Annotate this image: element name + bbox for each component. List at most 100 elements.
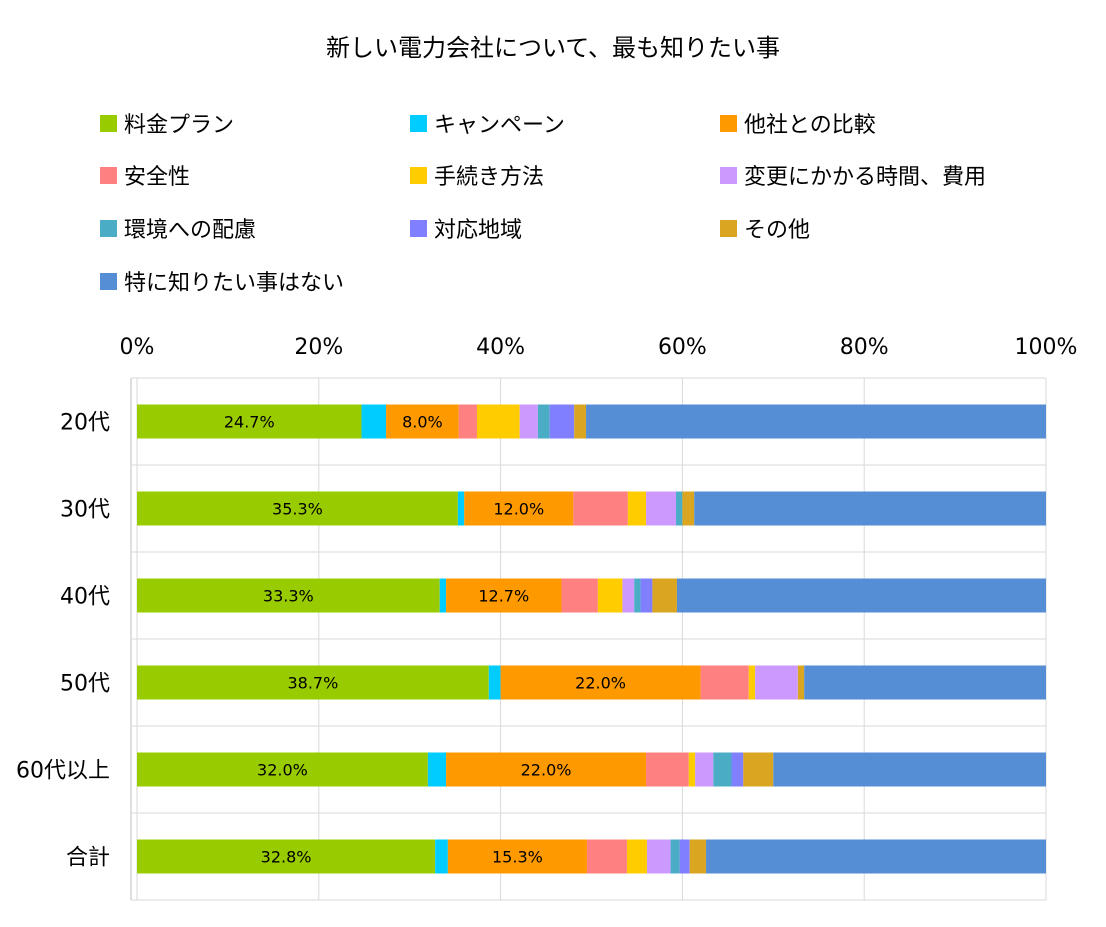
legend-swatch bbox=[100, 114, 117, 132]
bar-segment bbox=[688, 752, 696, 787]
legend-item: 手続き方法 bbox=[410, 160, 544, 190]
bar-segment bbox=[597, 578, 623, 613]
bar-segment bbox=[682, 491, 695, 526]
bar-segment bbox=[646, 752, 689, 787]
legend-item: その他 bbox=[720, 213, 810, 243]
bar-segment bbox=[646, 491, 677, 526]
bar-segment bbox=[804, 665, 1046, 700]
legend-label: その他 bbox=[744, 218, 811, 243]
legend-item: 対応地域 bbox=[410, 213, 522, 243]
bar-segment bbox=[457, 491, 465, 526]
bar-segment bbox=[137, 665, 489, 700]
bar-segment bbox=[561, 578, 598, 613]
legend-item: 安全性 bbox=[100, 160, 190, 190]
y-tick-label: 合計 bbox=[66, 846, 110, 871]
legend-swatch bbox=[410, 114, 427, 132]
bar-segment bbox=[137, 752, 428, 787]
y-tick-label: 50代 bbox=[60, 672, 110, 697]
x-tick-label: 100% bbox=[1015, 335, 1078, 360]
bar-segment bbox=[679, 839, 690, 874]
bar-segment bbox=[652, 578, 677, 613]
legend-label: 環境への配慮 bbox=[124, 218, 257, 243]
data-label: 32.0% bbox=[257, 761, 308, 780]
bar-segment bbox=[689, 839, 707, 874]
y-tick-label: 20代 bbox=[60, 411, 110, 436]
bar-segment bbox=[439, 578, 447, 613]
data-label: 22.0% bbox=[575, 674, 626, 693]
bar-segment bbox=[361, 404, 387, 439]
bar-segment bbox=[446, 578, 562, 613]
legend-swatch bbox=[100, 219, 117, 237]
bar-segment bbox=[137, 578, 440, 613]
bar-segment bbox=[137, 404, 362, 439]
bar-segment bbox=[447, 839, 587, 874]
bar-segment bbox=[574, 404, 587, 439]
legend-swatch bbox=[720, 166, 737, 184]
legend-swatch bbox=[410, 166, 427, 184]
bar-segment bbox=[476, 404, 520, 439]
legend-swatch bbox=[100, 272, 117, 290]
legend-item: 特に知りたい事はない bbox=[100, 266, 344, 296]
data-label: 35.3% bbox=[272, 500, 323, 519]
data-label: 15.3% bbox=[492, 848, 543, 867]
legend-item: 環境への配慮 bbox=[100, 213, 256, 243]
legend-swatch bbox=[720, 219, 737, 237]
legend-swatch bbox=[410, 219, 427, 237]
legend-label: 料金プラン bbox=[124, 113, 235, 138]
bar-segment bbox=[676, 578, 1046, 613]
x-tick-label: 0% bbox=[120, 335, 155, 360]
bar-segment bbox=[464, 491, 574, 526]
bar-segment bbox=[500, 665, 701, 700]
bar-segment bbox=[435, 839, 448, 874]
bar-segment bbox=[137, 839, 436, 874]
legend-swatch bbox=[100, 166, 117, 184]
bar-segment bbox=[694, 491, 1046, 526]
bar-segment bbox=[626, 839, 647, 874]
legend-label: 変更にかかる時間、費用 bbox=[744, 165, 987, 190]
bar-segment bbox=[676, 491, 683, 526]
legend-label: キャンペーン bbox=[434, 113, 565, 138]
data-label: 24.7% bbox=[224, 413, 275, 432]
bar-segment bbox=[670, 839, 680, 874]
bar-segment bbox=[137, 491, 458, 526]
legend-item: 料金プラン bbox=[100, 108, 234, 138]
y-tick-label: 30代 bbox=[60, 498, 110, 523]
legend-item: キャンペーン bbox=[410, 108, 565, 138]
bar-segment bbox=[797, 665, 805, 700]
bar-segment bbox=[573, 491, 628, 526]
data-label: 12.0% bbox=[493, 500, 544, 519]
bar-segment bbox=[549, 404, 575, 439]
bar-segment bbox=[386, 404, 459, 439]
bar-segment bbox=[446, 752, 647, 787]
bar-segment bbox=[646, 839, 671, 874]
y-tick-label: 60代以上 bbox=[16, 759, 110, 784]
bar-segment bbox=[586, 839, 627, 874]
legend-swatch bbox=[720, 114, 737, 132]
legend-label: 安全性 bbox=[124, 165, 191, 190]
bar-segment bbox=[488, 665, 501, 700]
legend-label: 手続き方法 bbox=[434, 165, 545, 190]
bar-segment bbox=[458, 404, 477, 439]
data-label: 12.7% bbox=[478, 587, 529, 606]
bar-segment bbox=[427, 752, 447, 787]
bar-segment bbox=[731, 752, 744, 787]
bar-segment bbox=[713, 752, 732, 787]
bar-segment bbox=[773, 752, 1046, 787]
bar-segment bbox=[640, 578, 653, 613]
y-tick-label: 40代 bbox=[60, 585, 110, 610]
x-tick-label: 20% bbox=[294, 335, 343, 360]
bar-segment bbox=[519, 404, 538, 439]
data-label: 8.0% bbox=[402, 413, 443, 432]
bar-segment bbox=[627, 491, 647, 526]
bar-segment bbox=[695, 752, 714, 787]
x-tick-label: 60% bbox=[658, 335, 707, 360]
bar-segment bbox=[586, 404, 1046, 439]
bar-segment bbox=[755, 665, 798, 700]
bar-segment bbox=[622, 578, 635, 613]
chart-title: 新しい電力会社について、最も知りたい事 bbox=[325, 34, 781, 62]
legend-label: 対応地域 bbox=[434, 218, 523, 243]
x-tick-label: 40% bbox=[476, 335, 525, 360]
data-label: 38.7% bbox=[287, 674, 338, 693]
